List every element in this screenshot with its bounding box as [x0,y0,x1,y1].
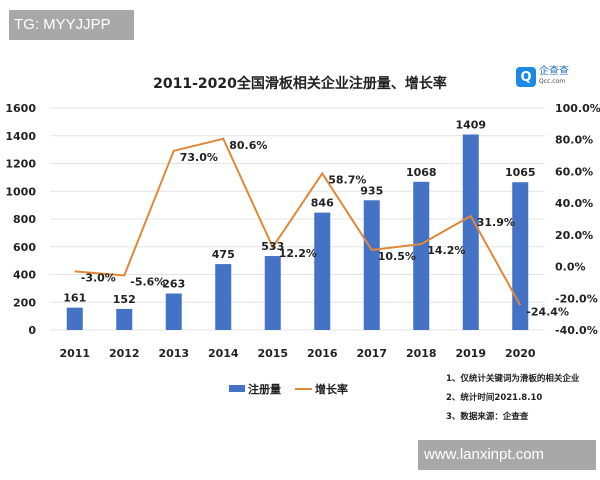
x-tick: 2018 [406,347,437,360]
line-label: 14.2% [427,244,465,257]
x-tick: 2017 [356,347,387,360]
y-right-tick: 20.0% [555,229,593,242]
y-left-tick: 800 [13,213,36,226]
line-label: -24.4% [526,305,569,318]
note: 1、仅统计关键词为滑板的相关企业 [446,374,580,384]
bar [462,134,479,330]
watermark-top: TG: MYYJJPP [9,10,134,40]
x-tick: 2012 [109,347,140,360]
bar [165,293,182,330]
y-right-tick: 40.0% [555,197,593,210]
note: 2、统计时间2021.8.10 [446,393,543,403]
legend-bar-label: 注册量 [248,382,281,396]
y-left-tick: 1400 [5,130,36,143]
bar-label: 475 [212,248,235,261]
bar-label: 263 [162,278,185,291]
bar [512,182,529,330]
line-label: 58.7% [328,173,366,186]
bar [215,264,232,330]
line-label: 73.0% [180,151,218,164]
y-left-tick: 400 [13,269,36,282]
legend-bar-swatch [229,385,245,392]
x-tick: 2020 [505,347,536,360]
bar [264,256,281,330]
x-tick: 2014 [208,347,239,360]
y-left-tick: 1200 [5,158,36,171]
y-right-tick: 80.0% [555,134,593,147]
logo-domain: Qcc.com [539,78,566,85]
bar-label: 161 [63,292,86,305]
line-label: 12.2% [279,247,317,260]
bar-label: 533 [261,240,284,253]
y-left-tick: 0 [28,324,36,337]
logo-name: 企查查 [539,66,569,77]
bar [116,308,133,330]
y-right-tick: 100.0% [555,102,600,115]
qcc-logo-icon: Q [516,67,536,87]
x-tick: 2015 [257,347,288,360]
y-left-tick: 1000 [5,185,36,198]
legend-line-label: 增长率 [315,382,348,396]
y-right-tick: 60.0% [555,165,593,178]
y-left-tick: 200 [13,296,36,309]
watermark-bottom: www.lanxinpt.com [418,440,596,470]
bar [413,181,430,330]
bar-label: 846 [311,197,334,210]
x-tick: 2013 [158,347,189,360]
chart-title: 2011-2020全国滑板相关企业注册量、增长率 [153,75,447,92]
chart-notes: 1、仅统计关键词为滑板的相关企业 2、统计时间2021.8.10 3、数据来源：… [446,370,579,427]
line-label: -3.0% [81,271,116,284]
qcc-logo: Q 企查查 Qcc.com [516,67,569,87]
y-right-tick: 0.0% [555,261,586,274]
growth-line [74,137,522,306]
x-tick: 2019 [455,347,486,360]
bar-label: 1065 [505,166,536,179]
line-label: -5.6% [130,275,165,288]
y-right-tick: -20.0% [555,292,598,305]
line-label: 31.9% [477,216,515,229]
bar-label: 152 [113,293,136,306]
x-tick: 2016 [307,347,338,360]
bar-label: 1409 [455,119,486,132]
bar [314,212,331,330]
note: 3、数据来源：企查查 [446,412,529,422]
y-left-tick: 1600 [5,102,36,115]
line-label: 80.6% [229,139,267,152]
bar [66,307,83,330]
y-left-tick: 600 [13,241,36,254]
qcc-logo-text: 企查查 Qcc.com [539,67,569,87]
line-label: 10.5% [378,250,416,263]
y-right-tick: -40.0% [555,324,598,337]
x-tick: 2011 [59,347,90,360]
bar [363,200,380,330]
bar-label: 935 [360,184,383,197]
bar-label: 1068 [406,166,437,179]
